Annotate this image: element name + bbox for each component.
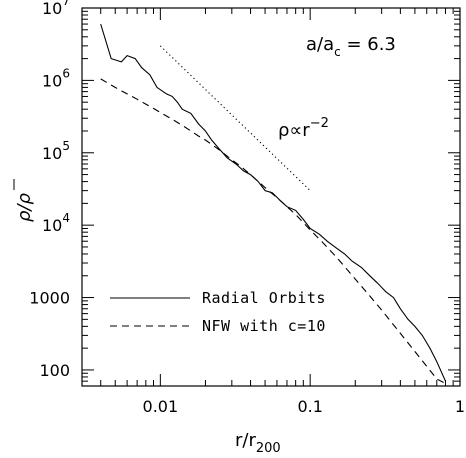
series-line-dashed [100, 78, 446, 384]
y-tick-label: 105 [42, 139, 70, 163]
axis-ticks [81, 7, 461, 387]
y-tick-label: 104 [42, 211, 70, 235]
x-tick-label: 1 [455, 397, 465, 416]
x-tick-label: 0.01 [143, 397, 179, 416]
legend-label-nfw: NFW with c=10 [202, 317, 326, 335]
x-tick-label: 0.1 [297, 397, 322, 416]
y-tick-label: 100 [39, 361, 70, 380]
x-tick-labels: 0.01 0.1 1 [143, 397, 466, 416]
series-line-dotted [159, 45, 311, 191]
y-tick-label: 107 [42, 0, 70, 18]
plot-frame [81, 7, 461, 387]
ratio-annotation: a/ac = 6.3 [306, 34, 396, 59]
slope-annotation: ρ∝r−2 [278, 116, 329, 141]
y-tick-labels: 100 1000 104 105 106 107 [29, 0, 70, 380]
legend-label-radial-orbits: Radial Orbits [202, 289, 326, 307]
y-tick-label: 1000 [29, 289, 70, 308]
svg-text:ρ/ρ: ρ/ρ [14, 193, 35, 223]
series-lines [100, 23, 447, 384]
y-tick-label: 106 [42, 66, 70, 90]
x-axis-label: r/r200 [235, 430, 281, 456]
series-line-solid [100, 23, 447, 382]
legend: Radial Orbits NFW with c=10 [110, 289, 326, 335]
y-axis-label: ρ/ρ [13, 179, 35, 223]
